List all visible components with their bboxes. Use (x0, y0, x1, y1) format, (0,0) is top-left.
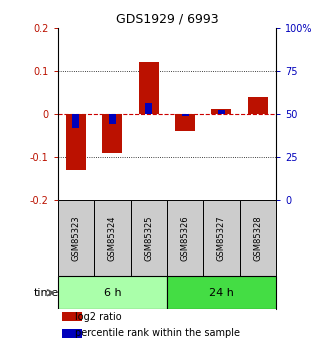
Bar (203, 200, 240, 276)
Text: GSM85323: GSM85323 (72, 215, 81, 261)
Bar (94, 200, 131, 276)
Bar (102, 114, 122, 152)
Bar (240, 200, 276, 276)
Text: percentile rank within the sample: percentile rank within the sample (75, 328, 240, 338)
Text: time: time (33, 288, 58, 298)
Bar (167, 276, 276, 309)
Title: GDS1929 / 6993: GDS1929 / 6993 (116, 12, 218, 25)
Bar (131, 200, 167, 276)
Bar (62, 328, 82, 338)
Text: GSM85324: GSM85324 (108, 215, 117, 261)
Bar (139, 62, 159, 114)
Text: GSM85325: GSM85325 (144, 215, 153, 261)
Text: 24 h: 24 h (209, 288, 234, 298)
Bar (58, 276, 167, 309)
Text: GSM85328: GSM85328 (253, 215, 262, 261)
Bar (62, 312, 82, 322)
Bar (145, 104, 152, 114)
Bar (109, 114, 116, 124)
Text: GSM85326: GSM85326 (181, 215, 190, 261)
Bar (66, 114, 86, 170)
Text: 6 h: 6 h (104, 288, 121, 298)
Bar (248, 97, 268, 114)
Bar (167, 200, 203, 276)
Bar (218, 110, 225, 114)
Bar (73, 114, 80, 128)
Text: log2 ratio: log2 ratio (75, 312, 122, 322)
Bar (212, 109, 231, 114)
Bar (182, 114, 189, 116)
Bar (58, 200, 94, 276)
Bar (175, 114, 195, 131)
Text: GSM85327: GSM85327 (217, 215, 226, 261)
